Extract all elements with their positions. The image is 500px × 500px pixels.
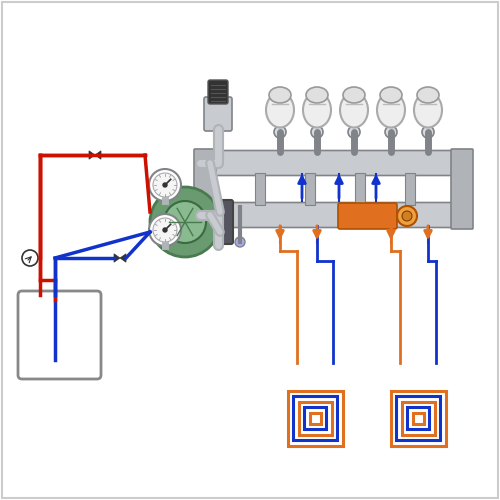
Ellipse shape <box>417 87 439 103</box>
FancyBboxPatch shape <box>338 203 397 229</box>
Bar <box>407 407 429 429</box>
Circle shape <box>150 187 220 257</box>
Polygon shape <box>95 151 101 159</box>
Circle shape <box>422 126 434 138</box>
Polygon shape <box>120 254 126 262</box>
Ellipse shape <box>306 87 328 103</box>
Polygon shape <box>89 151 95 159</box>
Bar <box>310 412 320 424</box>
Circle shape <box>235 237 245 247</box>
Circle shape <box>385 126 397 138</box>
Ellipse shape <box>266 92 294 128</box>
FancyBboxPatch shape <box>305 173 315 205</box>
Ellipse shape <box>303 92 331 128</box>
Circle shape <box>163 183 167 187</box>
Ellipse shape <box>377 92 405 128</box>
FancyBboxPatch shape <box>355 173 365 205</box>
FancyBboxPatch shape <box>18 291 101 379</box>
Bar <box>298 402 332 434</box>
Circle shape <box>274 126 286 138</box>
Bar <box>390 390 446 446</box>
Circle shape <box>164 201 206 243</box>
Circle shape <box>153 218 177 242</box>
Circle shape <box>348 126 360 138</box>
Bar <box>293 396 337 440</box>
Circle shape <box>311 126 323 138</box>
FancyBboxPatch shape <box>204 97 232 131</box>
FancyBboxPatch shape <box>208 80 228 104</box>
Circle shape <box>149 214 181 246</box>
Ellipse shape <box>340 92 368 128</box>
Circle shape <box>397 206 417 226</box>
Circle shape <box>22 250 38 266</box>
Circle shape <box>163 228 167 232</box>
Circle shape <box>153 173 177 197</box>
Bar <box>402 402 434 434</box>
FancyBboxPatch shape <box>405 173 415 205</box>
Ellipse shape <box>343 87 365 103</box>
Bar <box>396 396 440 440</box>
Circle shape <box>402 211 412 221</box>
FancyBboxPatch shape <box>208 202 470 228</box>
FancyBboxPatch shape <box>194 149 216 229</box>
Bar <box>304 407 326 429</box>
Polygon shape <box>114 254 120 262</box>
Ellipse shape <box>380 87 402 103</box>
Ellipse shape <box>269 87 291 103</box>
FancyBboxPatch shape <box>255 173 265 205</box>
Bar <box>288 390 343 446</box>
FancyBboxPatch shape <box>201 200 233 244</box>
Ellipse shape <box>414 92 442 128</box>
FancyBboxPatch shape <box>451 149 473 229</box>
Bar <box>412 412 424 424</box>
FancyBboxPatch shape <box>208 150 470 176</box>
Circle shape <box>149 169 181 201</box>
